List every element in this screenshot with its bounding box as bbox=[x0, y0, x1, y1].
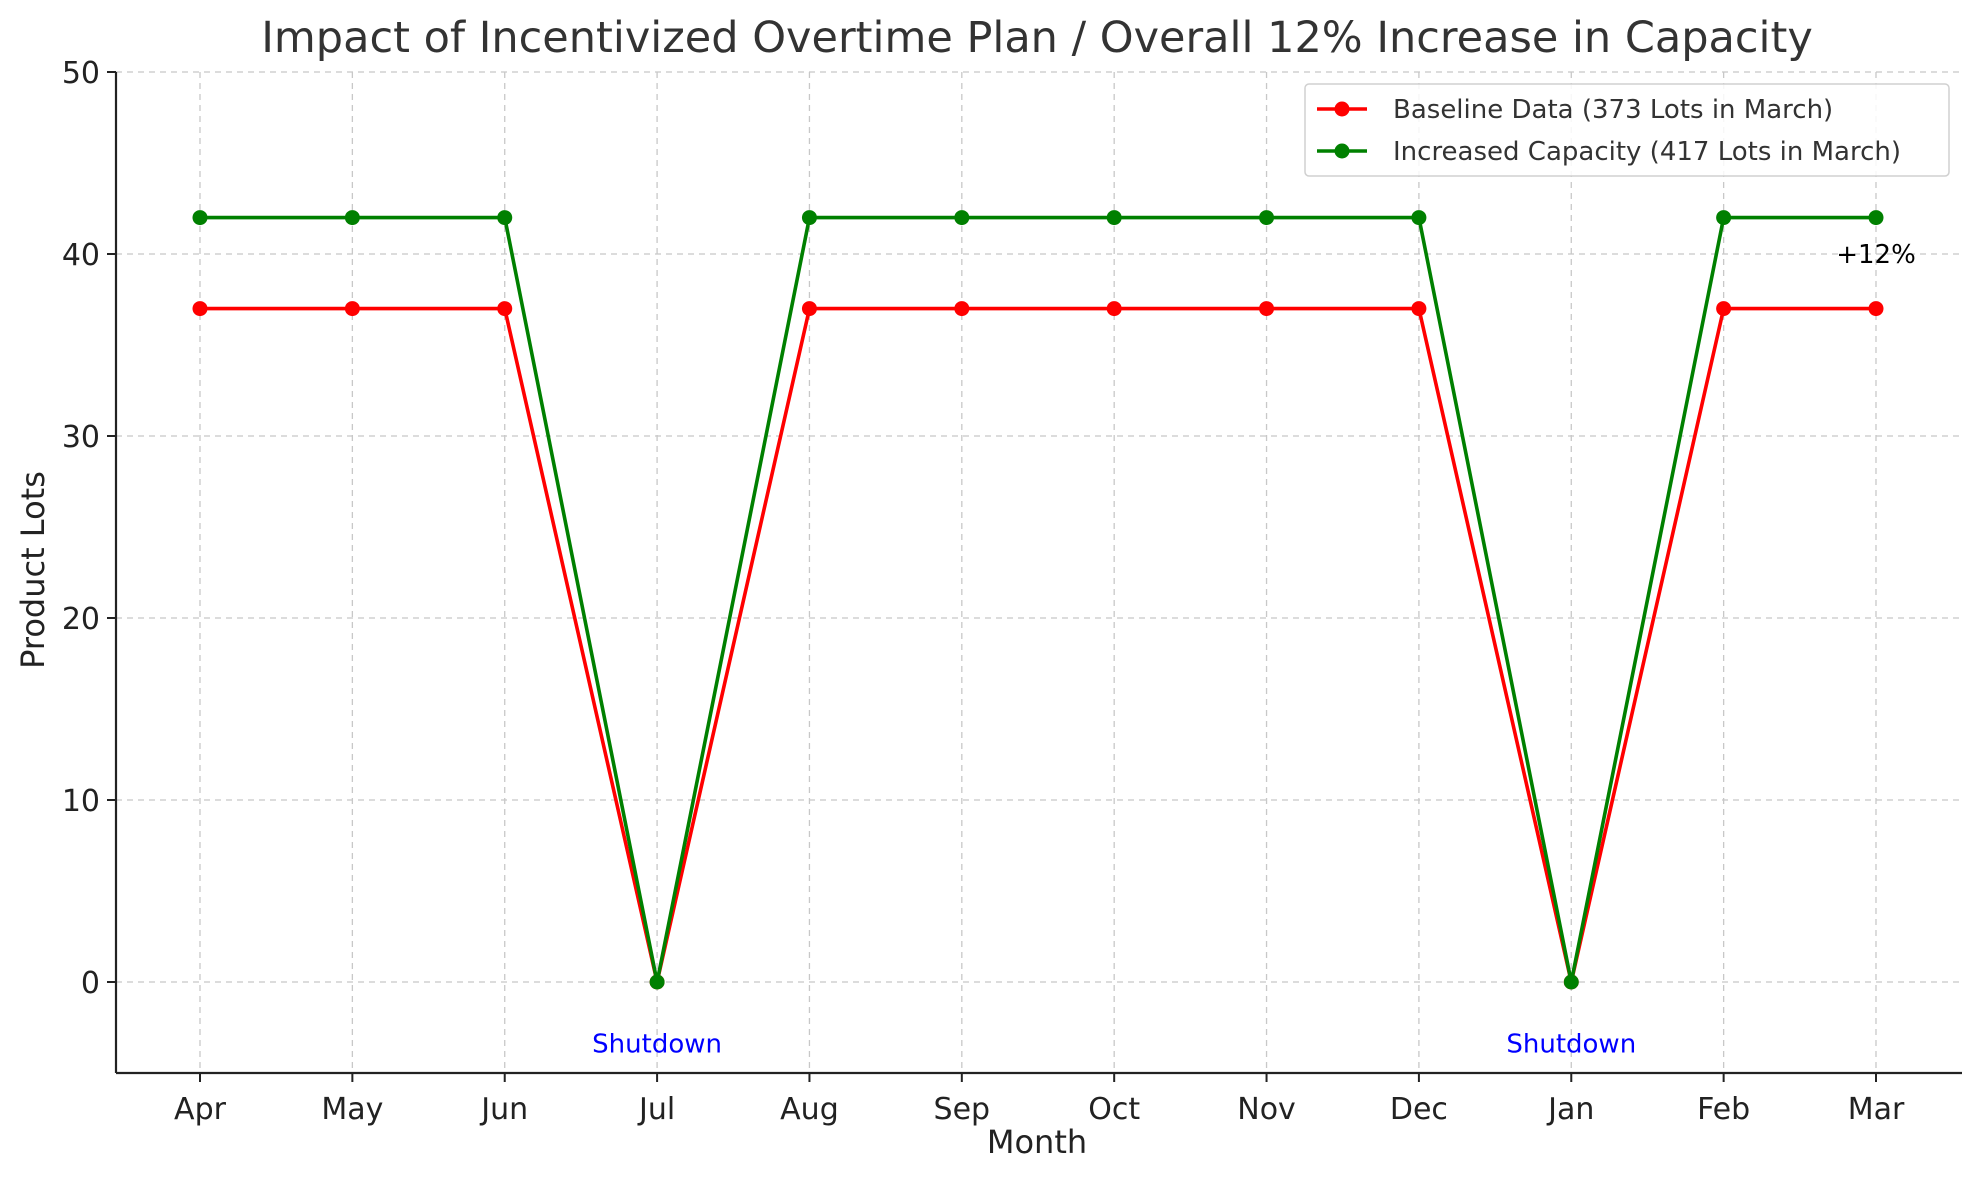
data-point bbox=[801, 301, 817, 317]
data-point bbox=[1106, 301, 1122, 317]
legend-swatch-marker bbox=[1334, 101, 1350, 117]
x-tick-label: Dec bbox=[1390, 1092, 1448, 1127]
x-tick-label: Nov bbox=[1237, 1092, 1296, 1127]
y-tick-label: 30 bbox=[62, 420, 100, 455]
x-axis-label: Month bbox=[987, 1123, 1087, 1161]
data-point bbox=[192, 301, 208, 317]
x-tick-label: Jun bbox=[479, 1092, 528, 1127]
x-tick-label: Aug bbox=[780, 1092, 839, 1127]
x-tick-label: Oct bbox=[1088, 1092, 1140, 1127]
series-2 bbox=[192, 210, 1884, 990]
y-tick-label: 20 bbox=[62, 602, 100, 637]
annotations: Shutdown Shutdown +12% bbox=[592, 240, 1916, 1060]
legend-label: Increased Capacity (417 Lots in March) bbox=[1393, 137, 1901, 167]
data-point bbox=[192, 210, 208, 226]
data-point bbox=[497, 210, 513, 226]
y-tick-label: 50 bbox=[62, 56, 100, 91]
data-point bbox=[1716, 210, 1732, 226]
y-axis-label: Product Lots bbox=[14, 471, 52, 669]
data-point bbox=[1868, 210, 1884, 226]
y-tick-label: 40 bbox=[62, 238, 100, 273]
data-point bbox=[344, 301, 360, 317]
y-tick-label: 0 bbox=[81, 966, 100, 1001]
data-point bbox=[649, 974, 665, 990]
data-point bbox=[1716, 301, 1732, 317]
x-tick-label: May bbox=[321, 1092, 383, 1127]
x-tick-label: Mar bbox=[1848, 1092, 1905, 1127]
legend-label: Baseline Data (373 Lots in March) bbox=[1393, 95, 1833, 125]
data-point bbox=[1259, 301, 1275, 317]
chart-title: Impact of Incentivized Overtime Plan / O… bbox=[261, 13, 1813, 63]
series-line bbox=[200, 306, 1876, 984]
data-point bbox=[954, 301, 970, 317]
x-tick-label: Sep bbox=[934, 1092, 991, 1127]
series-layer bbox=[192, 210, 1884, 990]
data-point bbox=[344, 210, 360, 226]
data-point bbox=[1563, 974, 1579, 990]
data-point bbox=[1411, 301, 1427, 317]
legend: Baseline Data (373 Lots in March) Increas… bbox=[1304, 83, 1950, 177]
data-point bbox=[954, 210, 970, 226]
grid bbox=[116, 71, 1962, 1073]
y-tick-label: 10 bbox=[62, 784, 100, 819]
annotation-label: +12% bbox=[1836, 240, 1916, 270]
annotation-label: Shutdown bbox=[1506, 1030, 1636, 1060]
legend-box bbox=[1304, 83, 1950, 177]
data-point bbox=[1259, 210, 1275, 226]
legend-swatch-marker bbox=[1334, 143, 1350, 159]
x-tick-label: Apr bbox=[174, 1092, 227, 1127]
legend-item: Baseline Data (373 Lots in March) bbox=[1317, 95, 1833, 125]
data-point bbox=[1411, 210, 1427, 226]
x-tick-label: Jan bbox=[1546, 1092, 1594, 1127]
series-1 bbox=[192, 301, 1884, 990]
annotation-label: Shutdown bbox=[592, 1030, 722, 1060]
legend-item: Increased Capacity (417 Lots in March) bbox=[1317, 137, 1901, 167]
data-point bbox=[1868, 301, 1884, 317]
x-tick-label: Feb bbox=[1697, 1092, 1750, 1127]
data-point bbox=[497, 301, 513, 317]
axes: Apr May Jun Jul Aug Sep Oct Nov Dec Jan Feb Mar 0 10 2… bbox=[62, 56, 1962, 1127]
series-line bbox=[200, 215, 1876, 984]
x-tick-label: Jul bbox=[637, 1092, 675, 1127]
data-point bbox=[1106, 210, 1122, 226]
data-point bbox=[801, 210, 817, 226]
